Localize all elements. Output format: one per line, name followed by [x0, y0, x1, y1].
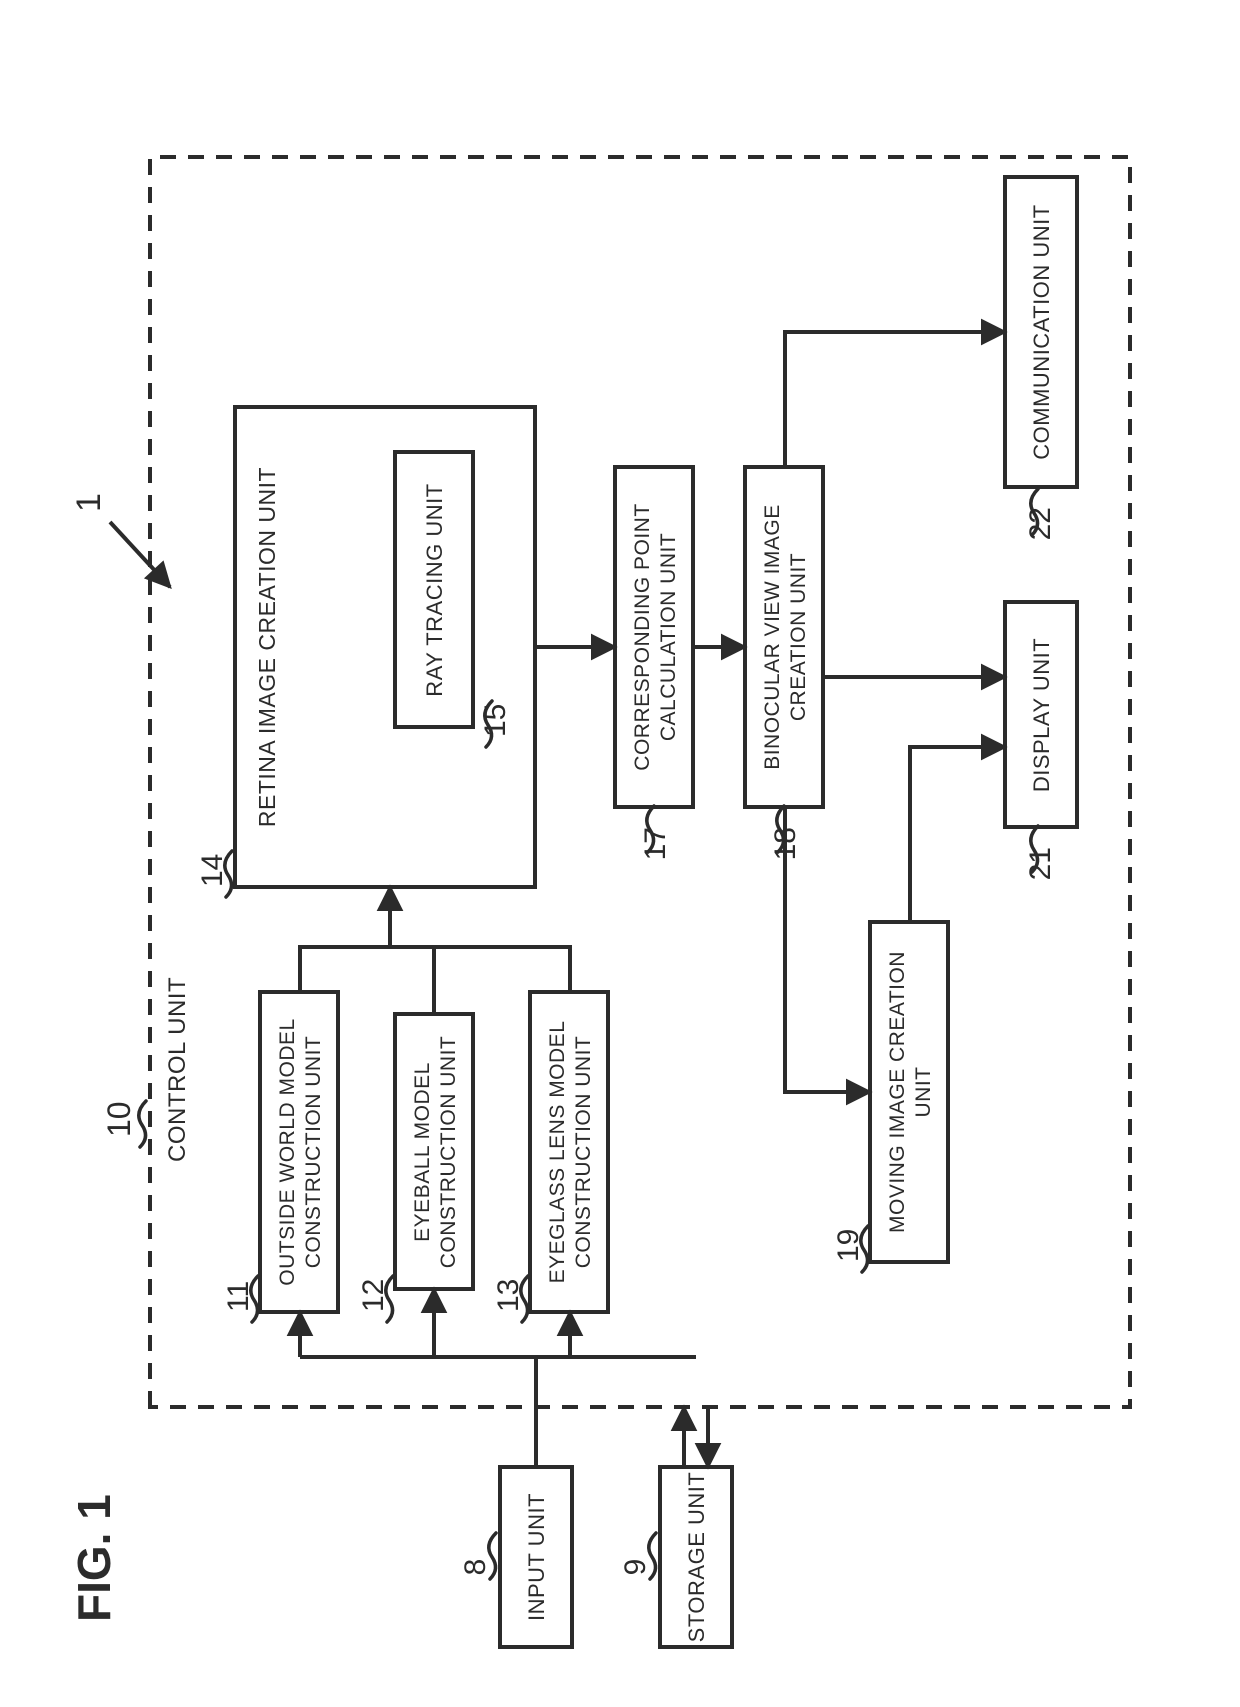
- svg-text:DISPLAY UNIT: DISPLAY UNIT: [1029, 638, 1054, 792]
- svg-text:COMMUNICATION UNIT: COMMUNICATION UNIT: [1029, 204, 1054, 459]
- svg-text:RETINA IMAGE CREATION UNIT: RETINA IMAGE CREATION UNIT: [254, 467, 280, 827]
- comm-ref: 22: [1024, 507, 1057, 540]
- svg-text:CREATION UNIT: CREATION UNIT: [787, 553, 810, 721]
- input-unit-label: INPUT UNIT: [524, 1493, 549, 1621]
- input-unit-ref: 8: [459, 1559, 492, 1576]
- corresponding-ref: 17: [639, 827, 672, 860]
- svg-text:RAY TRACING UNIT: RAY TRACING UNIT: [422, 483, 447, 696]
- svg-text:EYEBALL MODEL: EYEBALL MODEL: [411, 1062, 434, 1242]
- svg-text:CONSTRUCTION UNIT: CONSTRUCTION UNIT: [437, 1036, 460, 1269]
- svg-text:MOVING IMAGE CREATION: MOVING IMAGE CREATION: [886, 951, 909, 1233]
- eyeball-block: EYEBALL MODEL CONSTRUCTION UNIT: [395, 1014, 473, 1289]
- binocular-block: BINOCULAR VIEW IMAGE CREATION UNIT: [745, 467, 823, 807]
- corresponding-block: CORRESPONDING POINT CALCULATION UNIT: [615, 467, 693, 807]
- figure-label: FIG. 1: [68, 1494, 120, 1622]
- svg-text:CORRESPONDING POINT: CORRESPONDING POINT: [631, 503, 654, 770]
- storage-unit-block: STORAGE UNIT: [660, 1467, 732, 1647]
- moving-block: MOVING IMAGE CREATION UNIT: [870, 922, 948, 1262]
- display-block: DISPLAY UNIT: [1005, 602, 1077, 827]
- ray-tracing-block: RAY TRACING UNIT: [395, 452, 473, 727]
- svg-text:EYEGLASS LENS MODEL: EYEGLASS LENS MODEL: [546, 1021, 569, 1284]
- system-ref: 1: [70, 493, 108, 512]
- edge-binocular-comm: [785, 332, 1005, 467]
- input-unit-block: INPUT UNIT: [500, 1467, 572, 1647]
- svg-text:OUTSIDE WORLD MODEL: OUTSIDE WORLD MODEL: [276, 1018, 299, 1285]
- control-unit-ref: 10: [101, 1101, 137, 1137]
- eyeglass-block: EYEGLASS LENS MODEL CONSTRUCTION UNIT: [530, 992, 608, 1312]
- system-ref-leader: [110, 522, 170, 587]
- svg-text:CONSTRUCTION UNIT: CONSTRUCTION UNIT: [302, 1036, 325, 1269]
- outside-world-block: OUTSIDE WORLD MODEL CONSTRUCTION UNIT: [260, 992, 338, 1312]
- control-unit-tick: [139, 1101, 146, 1147]
- retina-block: RETINA IMAGE CREATION UNIT: [235, 407, 535, 887]
- svg-text:CONSTRUCTION UNIT: CONSTRUCTION UNIT: [572, 1036, 595, 1269]
- svg-text:UNIT: UNIT: [912, 1067, 935, 1118]
- svg-text:CALCULATION UNIT: CALCULATION UNIT: [657, 533, 680, 741]
- svg-text:BINOCULAR VIEW IMAGE: BINOCULAR VIEW IMAGE: [761, 504, 784, 770]
- control-unit-label: CONTROL UNIT: [164, 977, 191, 1162]
- diagram-canvas: FIG. 1 1 CONTROL UNIT 10 INPUT UNIT 8 ST…: [0, 0, 1240, 1707]
- storage-unit-label: STORAGE UNIT: [684, 1472, 709, 1643]
- display-ref: 21: [1024, 847, 1057, 880]
- comm-block: COMMUNICATION UNIT: [1005, 177, 1077, 487]
- storage-unit-ref: 9: [619, 1559, 652, 1576]
- rotated-root: FIG. 1 1 CONTROL UNIT 10 INPUT UNIT 8 ST…: [68, 157, 1130, 1647]
- edge-moving-display: [910, 747, 1005, 922]
